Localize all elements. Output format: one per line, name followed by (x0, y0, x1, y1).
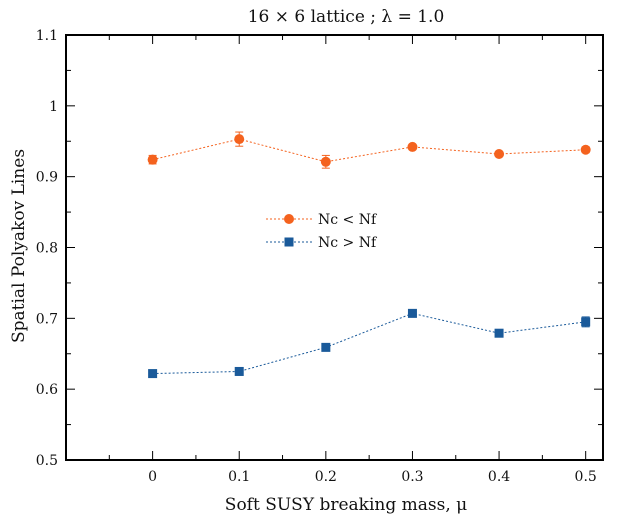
data-point (581, 317, 591, 327)
data-point (148, 369, 158, 379)
y-tick-label: 0.6 (36, 382, 58, 398)
y-axis-label: Spatial Polyakov Lines (9, 149, 29, 343)
legend-label: Nc < Nf (318, 212, 378, 228)
data-point (234, 134, 245, 145)
y-tick-label: 0.5 (36, 453, 58, 469)
y-tick-label: 0.8 (36, 241, 58, 257)
chart-title: 16 × 6 lattice ; λ = 1.0 (248, 7, 445, 27)
x-tick-label: 0.5 (575, 469, 597, 485)
data-point (321, 342, 331, 352)
plot-area: 0 0.1 0.2 0.3 0.4 0.5 0.5 0.6 0.7 0.8 0.9 1 1.1 (36, 28, 604, 485)
data-point (407, 141, 418, 152)
data-point (234, 366, 244, 376)
legend-label: Nc > Nf (318, 235, 378, 251)
legend: Nc < Nf Nc > Nf (266, 212, 378, 251)
data-point (494, 328, 504, 338)
legend-marker (284, 237, 294, 247)
x-tick-label: 0 (148, 469, 157, 485)
x-tick-label: 0.3 (401, 469, 423, 485)
y-tick-label: 0.7 (36, 311, 58, 327)
data-point (147, 154, 158, 165)
series-line (152, 138, 586, 163)
y-tick-label: 0.9 (36, 170, 58, 186)
y-tick-label: 1 (49, 99, 58, 115)
x-tick-label: 0.1 (228, 469, 250, 485)
data-point (494, 149, 505, 159)
x-tick-label: 0.2 (315, 469, 337, 485)
x-tick-label: 0.4 (488, 469, 510, 485)
y-tick-label: 1.1 (36, 28, 58, 44)
data-point (407, 308, 417, 318)
data-point (320, 156, 331, 167)
x-axis-label: Soft SUSY breaking mass, μ (225, 495, 467, 515)
legend-marker (284, 214, 294, 224)
series-line (152, 312, 586, 375)
data-point (580, 144, 591, 155)
